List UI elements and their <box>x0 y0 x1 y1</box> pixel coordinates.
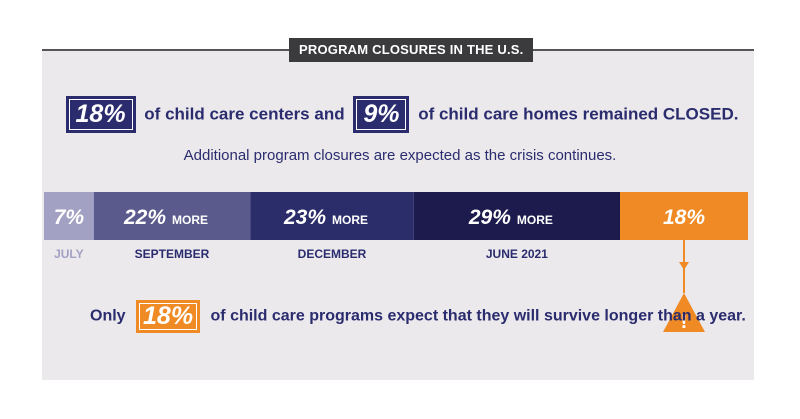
value-label-july: 7% <box>54 206 85 229</box>
bar-segment-june <box>413 192 620 240</box>
bar-segment-september <box>93 192 251 240</box>
segment-label-group-december: 23% MORE <box>283 206 368 229</box>
category-label-september: SEPTEMBER <box>135 247 210 261</box>
value-label-december: 23% <box>283 206 326 229</box>
value-label-september: 22% <box>123 206 166 229</box>
segment-label-group-june: 29% MORE <box>468 206 553 229</box>
warning-exclamation-icon: ! <box>681 311 688 333</box>
warning-triangle-icon <box>663 293 705 332</box>
title-tag: PROGRAM CLOSURES IN THE U.S. <box>289 38 534 62</box>
headline: 18% of child care centers and 9% of chil… <box>0 96 800 133</box>
more-suffix-june: MORE <box>517 213 553 227</box>
value-label-june: 29% <box>468 206 511 229</box>
bar-segment-december <box>250 192 414 240</box>
survival-stat-badge: 18% <box>136 300 201 333</box>
more-suffix-december: MORE <box>332 213 368 227</box>
headline-text-2: of child care homes remained CLOSED. <box>418 104 739 124</box>
bar-segment-july <box>44 192 94 240</box>
survival-statement: Only 18% of child care programs expect t… <box>90 300 746 333</box>
category-label-december: DECEMBER <box>298 247 367 261</box>
subline: Additional program closures are expected… <box>183 147 617 164</box>
more-suffix-september: MORE <box>172 213 208 227</box>
bar-segment-outlook <box>620 192 748 240</box>
headline-text-1: of child care centers and <box>144 104 345 124</box>
category-label-july: JULY <box>54 247 84 261</box>
centers-stat-badge: 18% <box>65 96 136 133</box>
arrow-down-icon <box>679 262 689 270</box>
segment-label-group-september: 22% MORE <box>123 206 208 229</box>
value-label-outlook: 18% <box>663 206 705 229</box>
category-label-june: JUNE 2021 <box>486 247 548 261</box>
segment-label-group-outlook: 18% <box>663 206 705 229</box>
segment-label-group-july: 7% <box>54 206 85 229</box>
survival-text-1: Only <box>90 307 126 325</box>
survival-text-2: of child care programs expect that they … <box>210 307 746 325</box>
homes-stat-badge: 9% <box>353 96 410 133</box>
